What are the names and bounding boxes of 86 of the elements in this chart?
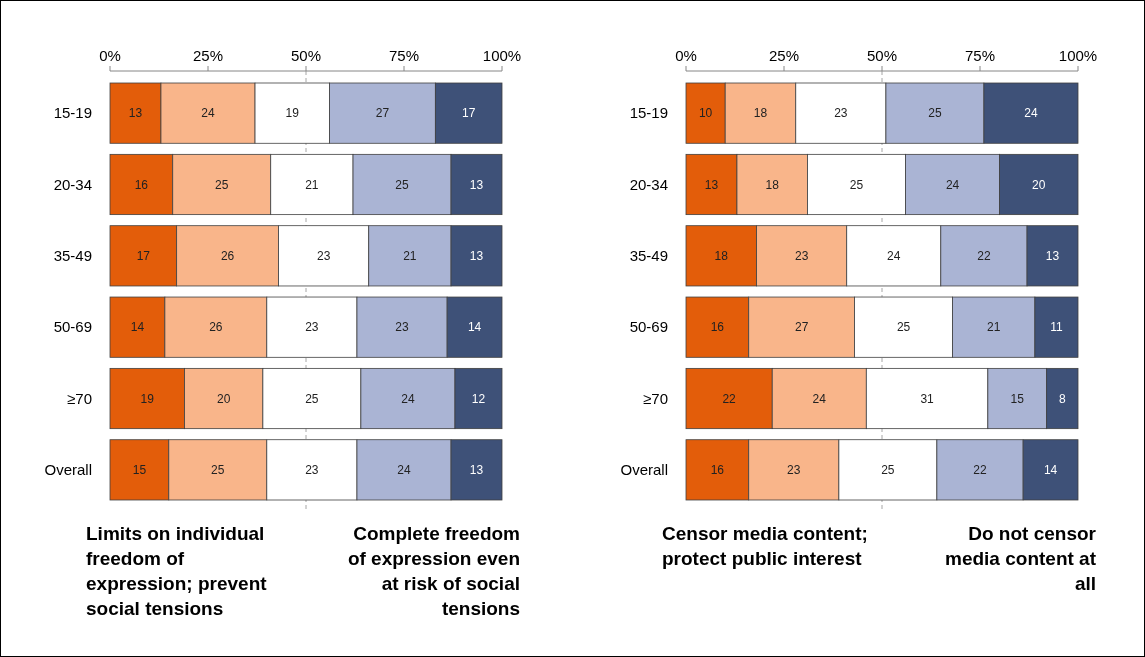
- x-tick-label: 75%: [964, 47, 996, 64]
- y-tick-label: 50-69: [53, 318, 92, 336]
- data-label: 10: [698, 106, 713, 121]
- data-label: 18: [753, 106, 768, 121]
- data-label: 23: [787, 463, 801, 478]
- data-label: 13: [469, 463, 484, 478]
- data-label: 15: [132, 463, 147, 478]
- y-tick-label: 15-19: [53, 104, 92, 122]
- data-label: 20: [217, 391, 231, 406]
- data-label: 24: [945, 177, 960, 192]
- y-tick-label: 20-34: [629, 175, 668, 193]
- x-tick-label: 50%: [290, 47, 322, 64]
- data-label: 21: [403, 249, 417, 264]
- text: Censor media content; protect public interest: [662, 523, 868, 569]
- y-tick-label: 35-49: [629, 247, 668, 265]
- data-label: 23: [794, 249, 809, 264]
- y-tick-label: ≥70: [643, 389, 668, 407]
- data-label: 21: [987, 320, 1001, 335]
- data-label: 13: [128, 106, 143, 121]
- data-label: 25: [211, 463, 225, 478]
- data-label: 25: [881, 463, 895, 478]
- data-label: 23: [395, 320, 410, 335]
- data-label: 14: [130, 320, 145, 335]
- data-label: 24: [397, 463, 411, 478]
- data-label: 21: [305, 177, 319, 192]
- data-label: 19: [285, 106, 300, 121]
- data-label: 16: [710, 463, 725, 478]
- data-label: 25: [395, 177, 410, 192]
- data-label: 11: [1050, 320, 1063, 335]
- text: Limits on individual freedom of expression; prevent social tensions: [86, 523, 268, 619]
- data-label: 24: [812, 391, 827, 406]
- data-label: 23: [305, 320, 319, 335]
- data-label: 25: [896, 320, 911, 335]
- y-tick-label: 15-19: [629, 104, 668, 122]
- y-tick-label: 35-49: [53, 247, 92, 265]
- data-label: 25: [928, 106, 942, 121]
- data-label: 24: [1024, 106, 1038, 121]
- data-label: 17: [136, 249, 151, 264]
- data-label: 31: [920, 391, 935, 406]
- data-label: 14: [1043, 463, 1058, 478]
- data-label: 13: [469, 177, 484, 192]
- data-label: 27: [375, 106, 390, 121]
- data-label: 13: [1045, 249, 1060, 264]
- data-label: 24: [401, 391, 415, 406]
- data-label: 14: [467, 320, 482, 335]
- data-label: 24: [201, 106, 215, 121]
- data-label: 19: [140, 391, 155, 406]
- data-label: 18: [714, 249, 729, 264]
- x-tick-label: 25%: [768, 47, 800, 64]
- x-tick-label: 75%: [388, 47, 420, 64]
- x-tick-label: 0%: [675, 47, 697, 64]
- x-tick-label: 25%: [192, 47, 224, 64]
- data-label: 23: [316, 249, 331, 264]
- data-label: 18: [765, 177, 780, 192]
- data-label: 16: [710, 320, 725, 335]
- data-label: 23: [834, 106, 848, 121]
- y-tick-label: Overall: [44, 461, 92, 479]
- data-label: 8: [1058, 391, 1066, 406]
- x-tick-label: 0%: [99, 47, 121, 64]
- y-tick-label: 20-34: [53, 175, 92, 193]
- data-label: 26: [220, 249, 235, 264]
- data-label: 25: [215, 177, 229, 192]
- text: Do not censor media content at all: [945, 523, 1097, 594]
- y-tick-label: Overall: [620, 461, 668, 479]
- data-label: 22: [973, 463, 987, 478]
- x-tick-label: 100%: [1058, 47, 1098, 64]
- data-label: 12: [471, 391, 486, 406]
- x-tick-label: 50%: [866, 47, 898, 64]
- data-label: 25: [305, 391, 319, 406]
- data-label: 23: [305, 463, 319, 478]
- data-label: 20: [1032, 177, 1046, 192]
- data-label: 22: [722, 391, 737, 406]
- data-label: 27: [794, 320, 809, 335]
- text: Complete freedom of expression even at risk of social tensions: [347, 523, 520, 619]
- data-label: 25: [849, 177, 864, 192]
- x-tick-label: 100%: [482, 47, 522, 64]
- data-label: 15: [1010, 391, 1025, 406]
- data-label: 13: [704, 177, 719, 192]
- y-tick-label: 50-69: [629, 318, 668, 336]
- data-label: 17: [462, 106, 476, 121]
- data-label: 26: [209, 320, 223, 335]
- y-tick-label: ≥70: [67, 389, 92, 407]
- data-label: 13: [469, 249, 484, 264]
- data-label: 24: [887, 249, 901, 264]
- data-label: 16: [134, 177, 149, 192]
- data-label: 22: [977, 249, 991, 264]
